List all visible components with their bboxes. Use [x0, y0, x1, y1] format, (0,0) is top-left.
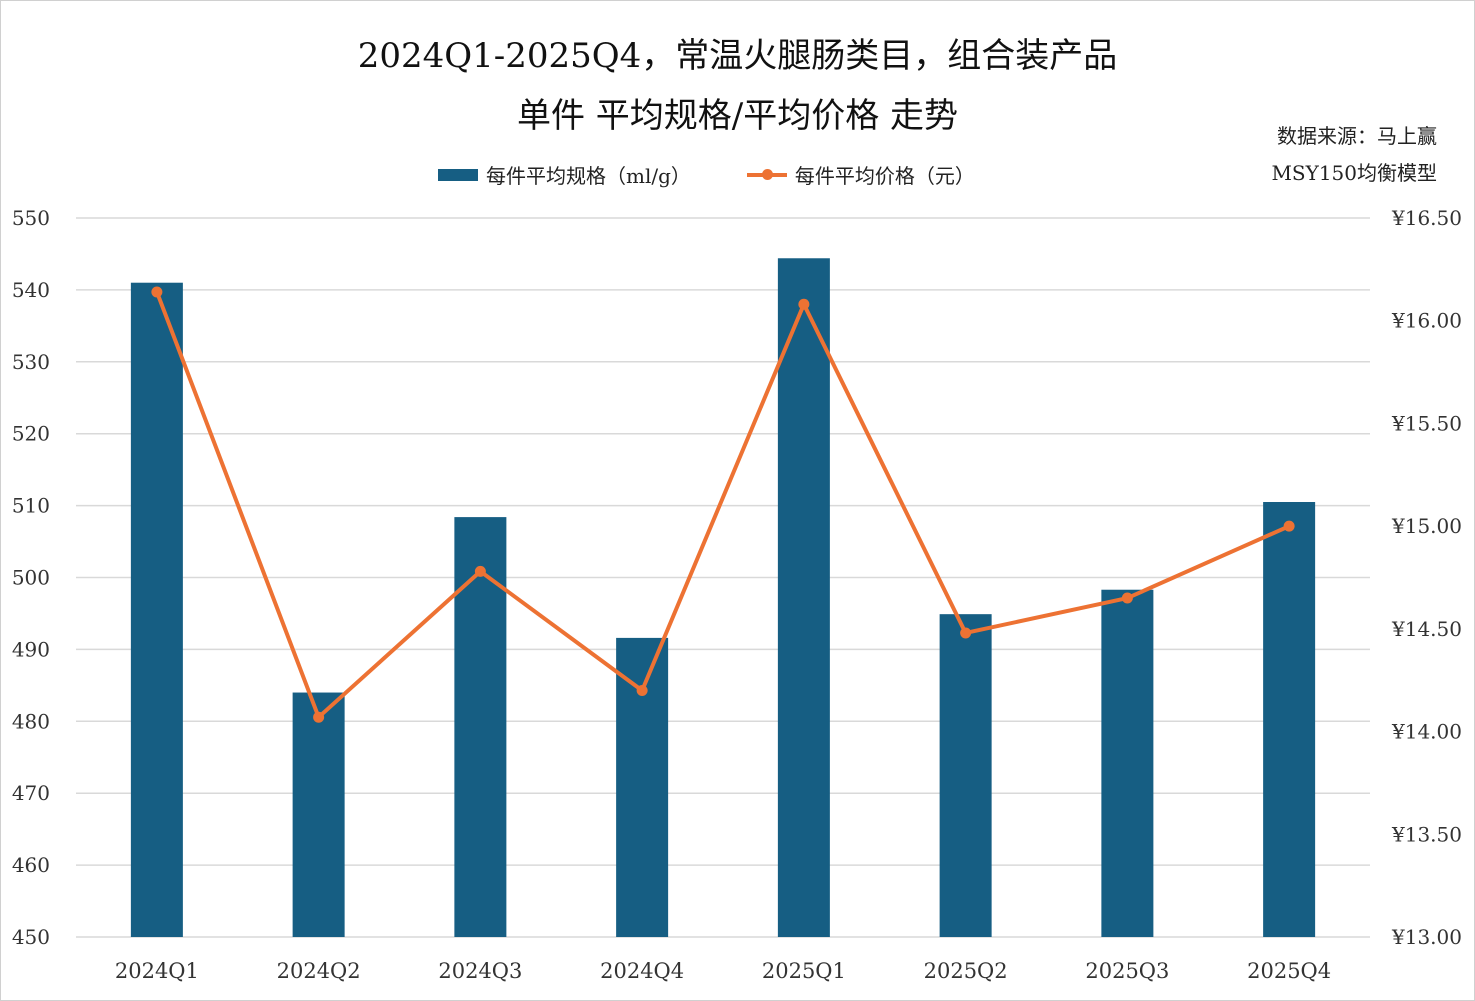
price-point [474, 565, 486, 577]
left-tick-label: 530 [12, 350, 50, 374]
right-tick-label: ¥16.50 [1391, 206, 1462, 230]
left-tick-label: 550 [12, 206, 50, 230]
bar [939, 614, 992, 937]
bar [454, 517, 507, 937]
x-tick-label: 2024Q1 [115, 959, 199, 983]
right-tick-label: ¥14.50 [1391, 617, 1462, 641]
price-point [151, 286, 163, 298]
x-tick-label: 2024Q4 [600, 959, 684, 983]
price-point [798, 298, 810, 310]
bar [777, 258, 830, 937]
bar [130, 282, 183, 938]
bar [616, 637, 669, 937]
chart-title-line1: 2024Q1-2025Q4，常温火腿肠类目，组合装产品 [357, 36, 1118, 76]
legend-line-label: 每件平均价格（元） [794, 164, 975, 188]
right-tick-label: ¥15.00 [1391, 514, 1462, 538]
legend-line-swatch [746, 168, 787, 180]
left-tick-label: 450 [12, 925, 50, 949]
price-point [960, 627, 972, 639]
right-tick-label: ¥14.00 [1391, 720, 1462, 744]
right-tick-label: ¥16.00 [1391, 309, 1462, 333]
legend-bar-swatch [438, 168, 478, 181]
price-line [155, 291, 1290, 720]
right-tick-label: ¥13.50 [1391, 822, 1462, 846]
source-line1: 数据来源：马上赢 [1277, 124, 1437, 148]
chart-title-line2: 单件 平均规格/平均价格 走势 [516, 96, 959, 136]
x-tick-label: 2025Q1 [762, 959, 846, 983]
left-tick-label: 510 [12, 494, 50, 518]
price-point [1283, 520, 1295, 532]
bar [292, 692, 345, 937]
left-tick-label: 520 [12, 422, 50, 446]
x-tick-label: 2025Q2 [924, 959, 1008, 983]
x-tick-label: 2024Q3 [438, 959, 522, 983]
right-tick-label: ¥15.50 [1391, 411, 1462, 435]
bar [1101, 589, 1154, 937]
x-tick-label: 2024Q2 [277, 959, 361, 983]
x-tick-label: 2025Q4 [1247, 959, 1331, 983]
left-tick-label: 540 [12, 278, 50, 302]
bar [1263, 502, 1316, 937]
legend-bar-label: 每件平均规格（ml/g） [486, 164, 691, 188]
left-tick-label: 490 [12, 637, 50, 661]
x-tick-label: 2025Q3 [1085, 959, 1169, 983]
left-tick-label: 480 [12, 709, 50, 733]
left-tick-label: 460 [12, 853, 50, 877]
legend: 每件平均规格（ml/g） 每件平均价格（元） [438, 160, 975, 189]
source-line2: MSY150均衡模型 [1271, 161, 1437, 185]
price-point [313, 711, 325, 723]
price-point [636, 684, 648, 696]
price-point [1121, 592, 1133, 604]
left-tick-label: 500 [12, 566, 50, 590]
right-tick-label: ¥13.00 [1391, 925, 1462, 949]
left-tick-label: 470 [12, 781, 50, 805]
